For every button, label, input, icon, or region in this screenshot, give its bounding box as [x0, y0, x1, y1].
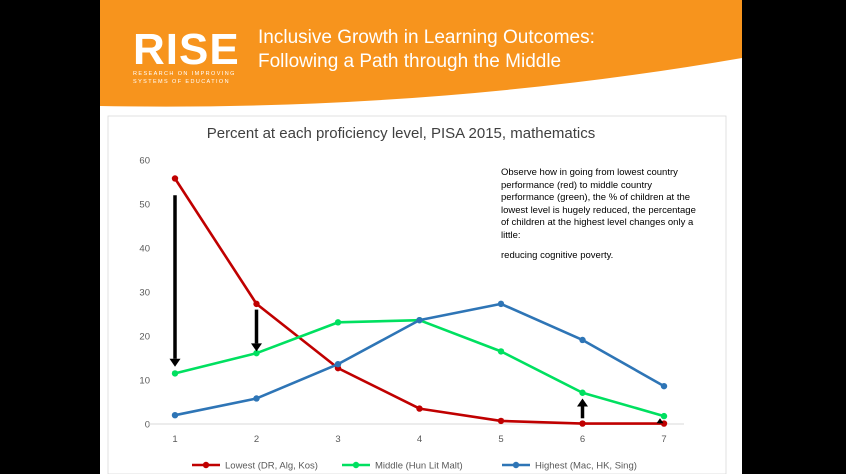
- x-tick-label: 6: [580, 434, 585, 445]
- data-point: [497, 417, 505, 425]
- rise-logo: RISE Research on Improving Systems of Ed…: [133, 25, 240, 86]
- change-arrow-head: [577, 398, 588, 407]
- legend-swatch-marker: [202, 461, 210, 469]
- annotation-text: Observe how in going from lowest country…: [501, 167, 701, 263]
- data-point: [416, 405, 423, 412]
- slide-banner: [100, 0, 742, 107]
- y-tick-label: 10: [139, 376, 150, 387]
- logo-subtitle-line1: Research on Improving: [133, 71, 236, 77]
- data-point: [171, 175, 179, 182]
- data-point: [497, 348, 505, 355]
- x-tick-label: 1: [172, 434, 177, 445]
- annotation-paragraph: Observe how in going from lowest country…: [501, 167, 696, 241]
- change-arrow-head: [251, 343, 262, 352]
- data-point: [579, 336, 586, 344]
- chart-title: Percent at each proficiency level, PISA …: [207, 125, 596, 142]
- line-chart: Percent at each proficiency level, PISA …: [107, 115, 727, 474]
- y-tick-label: 50: [139, 200, 150, 211]
- data-point: [660, 382, 668, 390]
- y-tick-label: 0: [145, 420, 150, 431]
- legend-label: Middle (Hun Lit Malt): [375, 461, 463, 472]
- data-point: [497, 300, 505, 308]
- change-arrow-head: [656, 418, 664, 424]
- y-tick-label: 30: [139, 288, 150, 299]
- legend-swatch-marker: [512, 461, 520, 469]
- slide-title-line1: Inclusive Growth in Learning Outcomes:: [258, 27, 595, 48]
- data-point: [253, 300, 260, 308]
- annotation-conclusion: reducing cognitive poverty.: [501, 250, 614, 261]
- data-point: [171, 370, 179, 377]
- slide-title-line2: Following a Path through the Middle: [258, 51, 562, 72]
- data-point: [416, 316, 423, 324]
- data-point: [660, 412, 668, 420]
- data-point: [334, 319, 342, 326]
- x-tick-label: 3: [335, 434, 340, 445]
- legend-label: Lowest (DR, Alg, Kos): [225, 461, 318, 472]
- x-tick-label: 5: [498, 434, 503, 445]
- logo-word: RISE: [133, 25, 240, 74]
- legend-label: Highest (Mac, HK, Sing): [535, 461, 637, 472]
- data-point: [253, 395, 260, 402]
- data-point: [334, 360, 342, 368]
- logo-subtitle-line2: Systems of Education: [133, 79, 230, 85]
- x-tick-label: 4: [417, 434, 422, 445]
- change-arrow-head: [169, 358, 181, 367]
- legend-swatch-marker: [352, 461, 360, 469]
- chart-border: [107, 115, 727, 474]
- data-point: [579, 420, 586, 427]
- slide-title: Inclusive Growth in Learning Outcomes: F…: [258, 26, 595, 74]
- y-tick-label: 20: [139, 332, 150, 343]
- y-tick-label: 40: [139, 244, 150, 255]
- data-point: [579, 389, 586, 396]
- data-point: [171, 412, 179, 419]
- y-tick-label: 60: [139, 156, 150, 167]
- data-point: [253, 349, 260, 357]
- slide: RISE Research on Improving Systems of Ed…: [100, 0, 742, 474]
- x-tick-label: 7: [661, 434, 666, 445]
- x-tick-label: 2: [254, 434, 259, 445]
